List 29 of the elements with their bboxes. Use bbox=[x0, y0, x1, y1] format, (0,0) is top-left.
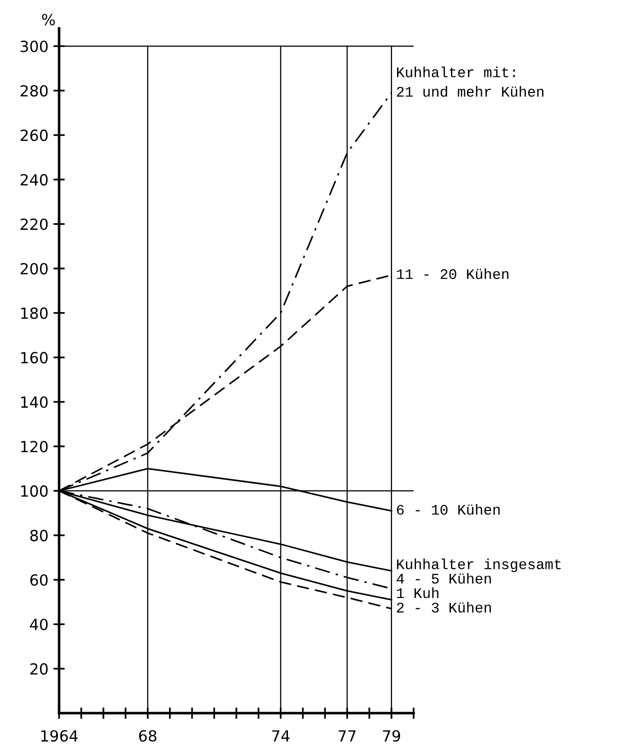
series-label: 6 - 10 Kühen bbox=[396, 504, 500, 515]
y-tick-label: 180 bbox=[21, 307, 48, 319]
y-tick-label: 120 bbox=[21, 440, 48, 452]
y-tick-label: 140 bbox=[21, 396, 48, 408]
series-label: 2 - 3 Kühen bbox=[396, 602, 491, 613]
series-label: 4 - 5 Kühen bbox=[396, 572, 491, 584]
y-tick-label: 80 bbox=[30, 530, 48, 542]
y-tick-label: 20 bbox=[30, 663, 48, 675]
x-tick-label: 1964 bbox=[41, 730, 78, 742]
y-tick-label: 160 bbox=[21, 352, 48, 364]
x-tick-label: 68 bbox=[139, 730, 156, 742]
annotation: Kuhhalter mit: bbox=[397, 66, 515, 78]
y-tick-label: 60 bbox=[30, 574, 48, 586]
x-tick-label: 77 bbox=[338, 730, 356, 742]
series-label: 1 Kuh bbox=[396, 587, 438, 598]
y-tick-label: 240 bbox=[20, 174, 48, 186]
series-label: 21 und mehr Kühen bbox=[396, 86, 544, 97]
y-tick-label: 100 bbox=[21, 485, 48, 497]
y-tick-label: 200 bbox=[20, 262, 48, 275]
y-axis-title: % bbox=[42, 14, 55, 26]
y-tick-label: 300 bbox=[20, 40, 48, 52]
y-tick-label: 260 bbox=[20, 130, 48, 142]
y-tick-label: 280 bbox=[20, 85, 48, 97]
x-tick-label: 79 bbox=[383, 730, 400, 742]
series-label: 11 - 20 Kühen bbox=[396, 268, 508, 280]
y-tick-label: 40 bbox=[30, 618, 48, 630]
y-tick-label: 220 bbox=[20, 218, 48, 230]
series-label: Kuhhalter insgesamt bbox=[397, 558, 561, 572]
x-tick-label: 74 bbox=[272, 730, 290, 742]
